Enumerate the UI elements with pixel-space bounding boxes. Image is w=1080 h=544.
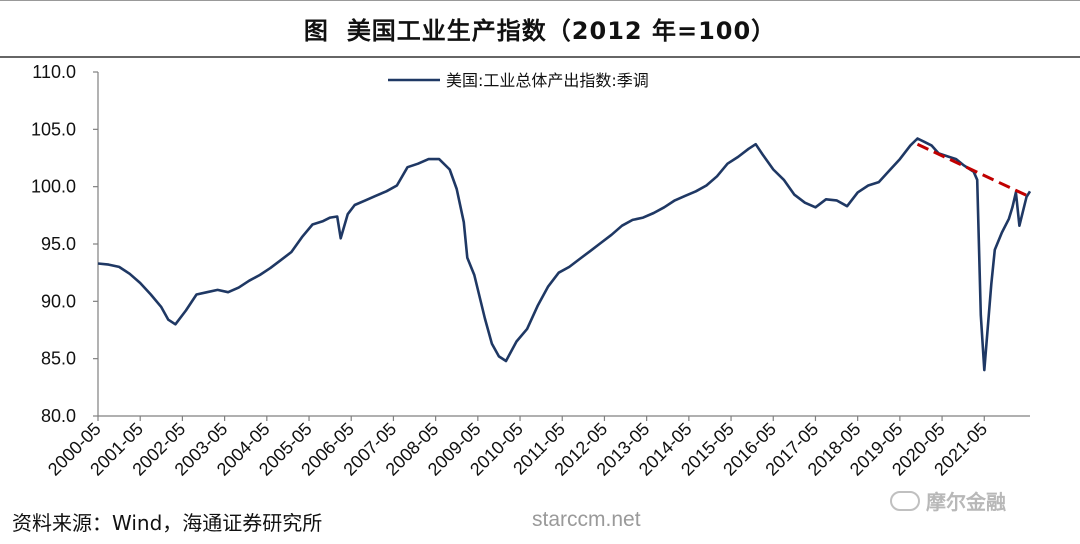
- source-note: 资料来源：Wind，海通证券研究所: [12, 511, 323, 535]
- y-tick-label: 100.0: [31, 177, 76, 197]
- series-line-industrial-output: [97, 137, 1032, 372]
- brand-logo-icon: [890, 490, 920, 511]
- figure-prefix: 图: [303, 17, 329, 45]
- watermark-site: starccm.net: [532, 508, 641, 531]
- y-tick-label: 90.0: [41, 291, 76, 311]
- y-tick-label: 110.0: [32, 62, 76, 82]
- line-chart: 110.0105.0100.095.090.085.080.02000-0520…: [31, 62, 1032, 480]
- y-tick-label: 85.0: [41, 349, 76, 369]
- legend-label: 美国:工业总体产出指数:季调: [446, 71, 649, 90]
- y-tick-label: 80.0: [41, 406, 76, 426]
- chart-title: 美国工业生产指数（2012 年=100）: [346, 17, 777, 45]
- watermark-brand-text: 摩尔金融: [926, 490, 1006, 514]
- y-tick-label: 105.0: [31, 119, 76, 139]
- watermark-brand: 摩尔金融: [890, 486, 1006, 515]
- chart-title-bar: 图 美国工业生产指数（2012 年=100）: [0, 0, 1080, 58]
- trend-line-dashed: [916, 142, 1031, 199]
- y-tick-label: 95.0: [41, 234, 76, 254]
